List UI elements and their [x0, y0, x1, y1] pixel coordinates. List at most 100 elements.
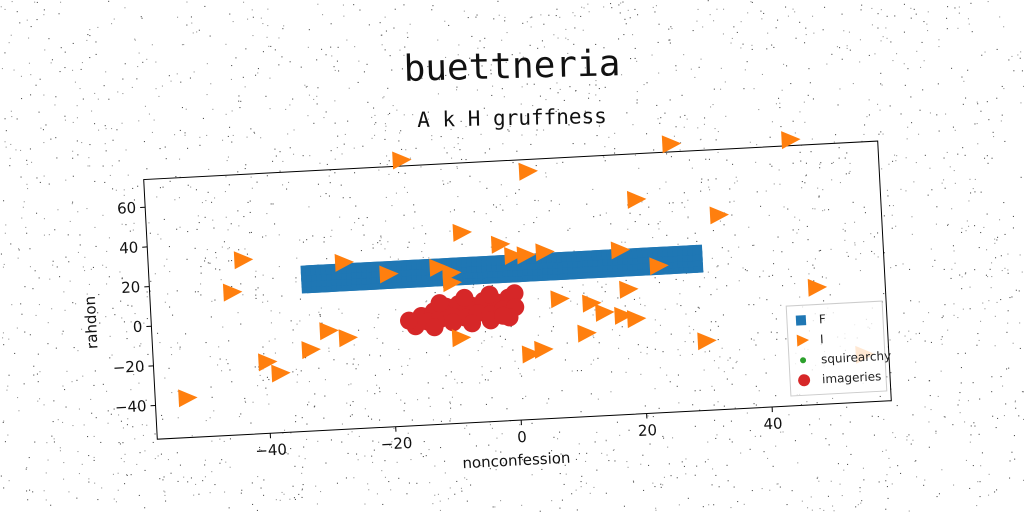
noise-dot — [69, 280, 71, 282]
noise-dot — [301, 496, 303, 498]
noise-dot — [63, 291, 65, 293]
noise-dot — [384, 138, 386, 140]
noise-dot — [1022, 391, 1024, 393]
noise-dot — [800, 160, 802, 162]
noise-dot — [775, 395, 777, 397]
noise-dot — [224, 491, 226, 493]
noise-dot — [437, 39, 439, 41]
noise-dot — [326, 163, 328, 165]
noise-dot — [301, 489, 303, 491]
noise-dot — [605, 212, 607, 214]
noise-dot — [941, 336, 943, 338]
noise-dot — [142, 369, 144, 371]
noise-dot — [485, 213, 487, 215]
noise-dot — [245, 48, 247, 50]
noise-dot — [292, 485, 294, 487]
noise-dot — [660, 486, 662, 488]
noise-dot — [506, 408, 508, 410]
noise-dot — [521, 375, 523, 377]
noise-dot — [319, 315, 321, 317]
noise-dot — [168, 75, 170, 77]
noise-dot — [676, 385, 678, 387]
noise-dot — [120, 457, 122, 459]
noise-dot — [115, 501, 117, 503]
noise-dot — [231, 260, 233, 262]
noise-dot — [532, 105, 534, 107]
noise-dot — [696, 20, 698, 22]
noise-dot — [751, 48, 753, 50]
noise-dot — [644, 305, 646, 307]
noise-dot — [177, 390, 179, 392]
noise-dot — [976, 505, 978, 507]
noise-dot — [966, 220, 968, 222]
noise-dot — [166, 258, 168, 260]
noise-dot — [120, 420, 122, 422]
noise-dot — [693, 341, 695, 343]
noise-dot — [703, 369, 705, 371]
noise-dot — [801, 181, 803, 183]
noise-dot — [632, 124, 634, 126]
noise-dot — [673, 135, 675, 137]
noise-dot — [29, 266, 31, 268]
noise-dot — [935, 430, 937, 432]
noise-dot — [832, 505, 834, 507]
noise-dot — [348, 87, 350, 89]
noise-dot — [1007, 269, 1009, 271]
noise-dot — [1, 68, 3, 70]
noise-dot — [206, 249, 208, 251]
noise-dot — [545, 172, 547, 174]
noise-dot — [594, 309, 596, 311]
noise-dot — [112, 307, 114, 309]
noise-dot — [204, 459, 206, 461]
noise-dot — [903, 3, 905, 5]
noise-dot — [302, 466, 304, 468]
noise-dot — [321, 322, 323, 324]
noise-dot — [317, 87, 319, 89]
noise-dot — [603, 6, 605, 8]
noise-dot — [805, 27, 807, 29]
noise-dot — [303, 446, 305, 448]
noise-dot — [1012, 215, 1014, 217]
noise-dot — [190, 477, 192, 479]
noise-dot — [841, 495, 843, 497]
noise-dot — [384, 476, 386, 478]
noise-dot — [15, 149, 17, 151]
noise-dot — [605, 492, 607, 494]
noise-dot — [1020, 51, 1022, 53]
noise-dot — [922, 89, 924, 91]
noise-dot — [396, 461, 398, 463]
noise-dot — [379, 391, 381, 393]
noise-dot — [565, 28, 567, 30]
noise-dot — [586, 295, 588, 297]
noise-dot — [632, 34, 634, 36]
noise-dot — [187, 147, 189, 149]
noise-dot — [472, 286, 474, 288]
noise-dot — [299, 320, 301, 322]
noise-dot — [694, 425, 696, 427]
noise-dot — [947, 329, 949, 331]
noise-dot — [557, 92, 559, 94]
noise-dot — [709, 350, 711, 352]
noise-dot — [263, 494, 265, 496]
noise-dot — [330, 46, 332, 48]
noise-dot — [39, 398, 41, 400]
noise-dot — [977, 103, 979, 105]
noise-dot — [646, 353, 648, 355]
noise-dot — [877, 232, 879, 234]
noise-dot — [52, 421, 54, 423]
noise-dot — [99, 322, 101, 324]
noise-dot — [733, 200, 735, 202]
noise-dot — [242, 76, 244, 78]
noise-dot — [553, 436, 555, 438]
noise-dot — [445, 375, 447, 377]
noise-dot — [937, 83, 939, 85]
noise-dot — [826, 63, 828, 65]
noise-dot — [181, 44, 183, 46]
noise-dot — [106, 390, 108, 392]
noise-dot — [841, 58, 843, 60]
noise-dot — [822, 189, 824, 191]
noise-dot — [823, 300, 825, 302]
noise-dot — [759, 276, 761, 278]
noise-dot — [275, 499, 277, 501]
noise-dot — [334, 158, 336, 160]
